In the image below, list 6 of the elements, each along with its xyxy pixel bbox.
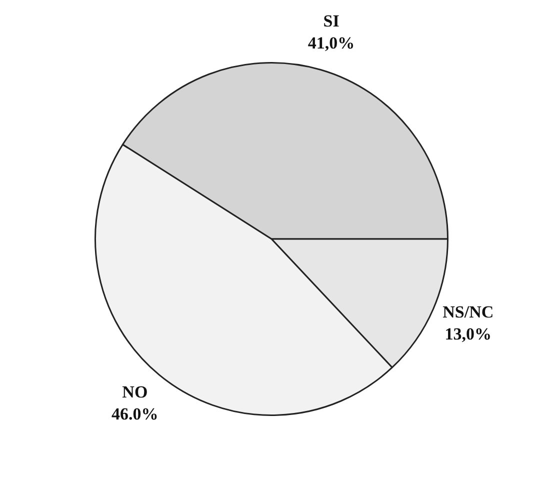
data-label: 41,0%	[308, 34, 355, 53]
slice-label: SI	[323, 12, 340, 31]
data-label: 13,0%	[444, 324, 492, 344]
slice-label: NO	[122, 382, 148, 402]
data-label: 46.0%	[112, 404, 158, 424]
slice-label: NS/NC	[442, 302, 494, 322]
